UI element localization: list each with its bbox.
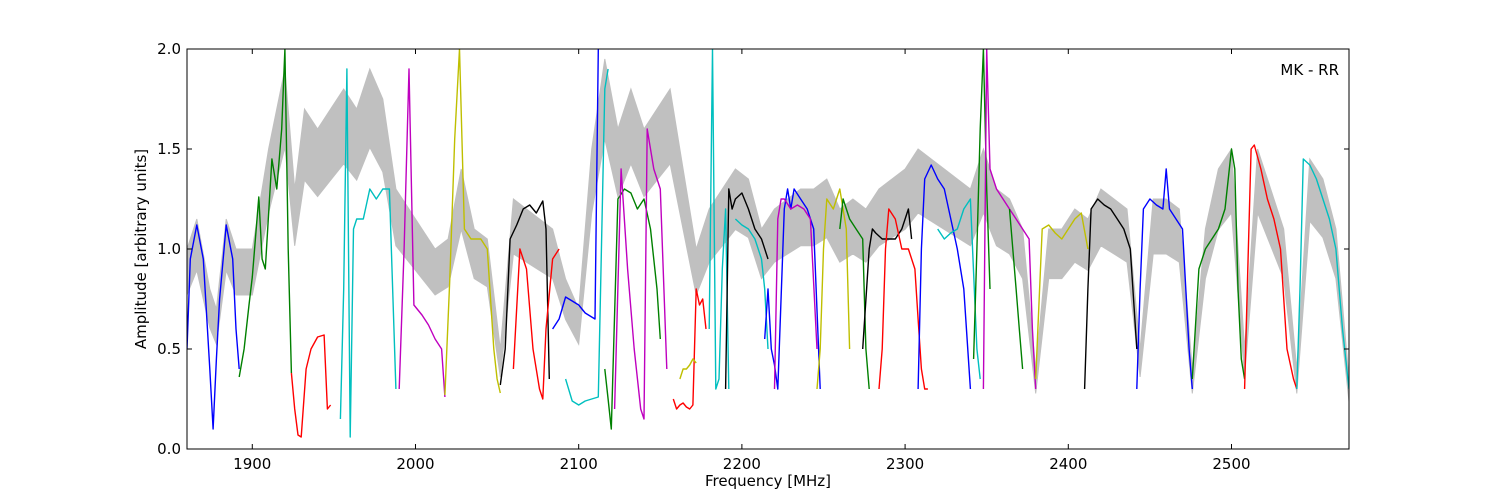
- series-segment-28: [1035, 212, 1089, 380]
- y-axis-label: Amplitude [arbitrary units]: [132, 149, 150, 349]
- x-tick-label: 1900: [233, 455, 271, 473]
- x-tick-label: 2000: [396, 455, 434, 473]
- series-segment-6: [499, 200, 550, 386]
- series-segment-11: [613, 128, 668, 420]
- series-segment-16: [734, 218, 769, 350]
- y-tick-label: 2.0: [157, 40, 181, 58]
- series-segment-30: [1136, 168, 1193, 390]
- series-segment-13: [679, 358, 697, 380]
- x-tick-label: 2400: [1049, 455, 1087, 473]
- series-segment-7: [512, 248, 560, 400]
- reference-layer: [187, 58, 1349, 402]
- series-segment-3: [339, 68, 397, 438]
- baseline-annotation: MK - RR: [1280, 61, 1339, 79]
- series-segment-9: [564, 68, 609, 406]
- y-axis: 0.0 0.5 1.0 1.5 2.0: [157, 40, 1349, 458]
- y-tick-label: 1.0: [157, 240, 181, 258]
- series-segment-27: [1008, 208, 1024, 370]
- x-tick-label: 2300: [886, 455, 924, 473]
- series-segment-23: [917, 164, 972, 390]
- series-segment-4: [398, 68, 446, 398]
- series-segment-25: [972, 49, 991, 360]
- series-segment-20: [839, 198, 870, 390]
- x-axis-label: Frequency [MHz]: [705, 472, 831, 490]
- series-segment-15: [724, 188, 769, 390]
- series-segment-17: [764, 188, 821, 390]
- y-tick-label: 0.5: [157, 340, 181, 358]
- series-segment-22: [878, 208, 928, 390]
- series-segment-10: [604, 188, 661, 430]
- x-tick-label: 2200: [723, 455, 761, 473]
- reference-series: [187, 58, 1349, 402]
- series-segment-21: [862, 208, 913, 350]
- series-segment-1: [238, 49, 293, 378]
- series-segment-32: [1243, 144, 1298, 390]
- series-segment-12: [672, 288, 707, 410]
- series-segment-31: [1191, 148, 1246, 380]
- y-tick-label: 1.5: [157, 140, 181, 158]
- series-segment-8: [552, 49, 599, 330]
- series-segment-33: [1296, 158, 1349, 390]
- series-layer: [187, 49, 1349, 438]
- x-tick-label: 2500: [1212, 455, 1250, 473]
- y-tick-label: 0.0: [157, 440, 181, 458]
- series-segment-0: [187, 224, 240, 430]
- series-segment-14: [708, 49, 730, 390]
- series-segment-2: [290, 334, 332, 438]
- series-segment-29: [1083, 198, 1138, 390]
- x-axis: 1900 2000 2100 2200 2300 2400 2500: [233, 49, 1251, 473]
- series-segment-18: [773, 198, 818, 390]
- series-segment-19: [816, 188, 851, 390]
- series-segment-5: [444, 49, 501, 396]
- x-tick-label: 2100: [560, 455, 598, 473]
- series-segment-24: [937, 198, 981, 380]
